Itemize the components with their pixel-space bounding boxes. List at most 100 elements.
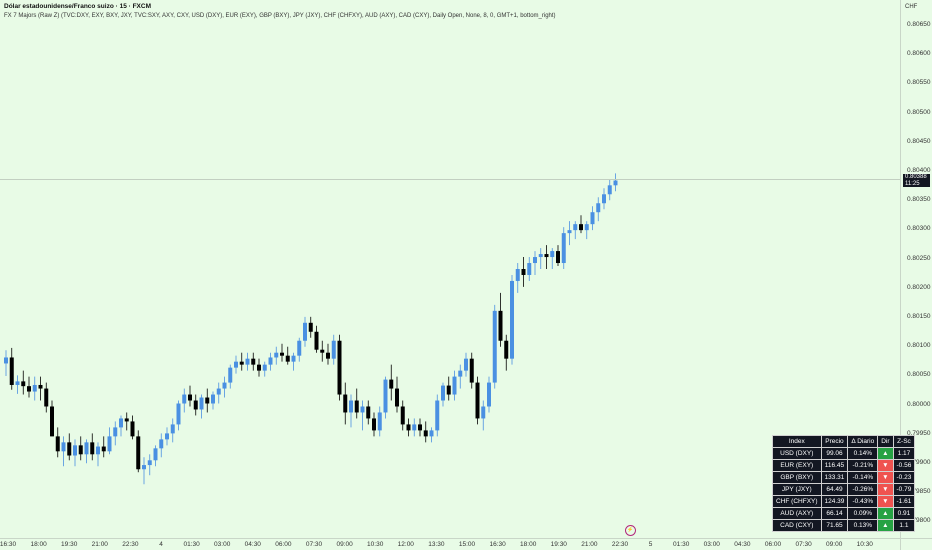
table-row: AUD (AXY) 66.14 0.09% ▲ 0.91	[772, 507, 916, 520]
candle-body	[326, 352, 330, 359]
change-cell: 0.14%	[847, 447, 879, 460]
table-row: EUR (EXY) 116.45 -0.21% ▼ -0.56	[772, 459, 916, 472]
candle-body	[573, 224, 578, 231]
time-axis-label: 19:30	[550, 541, 567, 548]
candle-body	[544, 254, 549, 258]
chart-area[interactable]	[0, 0, 900, 550]
candle-body	[107, 436, 112, 452]
time-axis-label: 07:30	[305, 541, 323, 548]
candle-body	[354, 400, 359, 413]
time-axis[interactable]	[0, 538, 932, 539]
candle-body	[199, 397, 204, 410]
candle-body	[423, 430, 428, 437]
candle-body	[234, 361, 238, 368]
header-direction: Dir	[877, 435, 894, 448]
candle-body	[561, 233, 566, 264]
candle-body	[567, 230, 572, 234]
candle-body	[67, 442, 72, 456]
z-score-cell: -0.79	[892, 483, 916, 496]
z-score-cell: -1.61	[892, 495, 916, 508]
candle-body	[159, 439, 164, 449]
candle-body	[113, 427, 118, 437]
time-axis-label: 09:00	[826, 541, 843, 548]
candle-body	[142, 465, 146, 470]
candle-body	[96, 446, 100, 455]
table-header-row: Index Precio Δ Diario Dir Z-Sc	[772, 435, 916, 448]
price-scale-label: 0.80000	[907, 400, 931, 408]
change-cell: -0.14%	[847, 471, 879, 484]
candle-body	[257, 364, 261, 371]
index-cell: JPY (JXY)	[772, 483, 822, 496]
candle-body	[124, 418, 129, 422]
candle-body	[297, 340, 302, 356]
candle-body	[331, 340, 336, 359]
candle-body	[251, 358, 256, 365]
candle-body	[165, 433, 169, 440]
change-cell: -0.43%	[847, 495, 879, 508]
time-axis-label: 04:30	[244, 541, 261, 548]
price-cell: 99.06	[820, 447, 849, 460]
candle-body	[412, 424, 417, 431]
candle-body	[521, 269, 526, 275]
candle-body	[136, 436, 141, 470]
candle-body	[584, 224, 589, 231]
z-score-cell: 1.17	[892, 447, 916, 460]
candle-body	[9, 357, 14, 385]
candle-body	[228, 367, 233, 383]
candle-body	[176, 403, 181, 425]
candle-body	[308, 322, 313, 332]
price-scale-label: 0.79950	[907, 429, 931, 437]
candle-body	[527, 263, 532, 275]
z-score-cell: -0.56	[892, 459, 916, 472]
candle-body	[446, 385, 451, 395]
table-row: CAD (CXY) 71.65 0.13% ▲ 1.1	[772, 519, 916, 532]
direction-cell: ▲	[877, 519, 894, 532]
candle-body	[193, 400, 198, 410]
time-axis-label: 19:30	[61, 541, 78, 548]
candle-body	[101, 446, 106, 452]
event-marker-icon[interactable]: ⚡	[625, 525, 636, 536]
candle-body	[262, 364, 267, 371]
candle-body	[285, 355, 290, 362]
price-scale-label: 0.80200	[907, 283, 931, 291]
candle-body	[602, 194, 606, 204]
candle-body	[504, 340, 509, 359]
time-axis-label: 5	[648, 541, 653, 548]
price-cell: 116.45	[820, 459, 849, 472]
header-price: Precio	[820, 435, 849, 448]
price-scale-label: 0.79900	[907, 459, 931, 466]
indicator-legend[interactable]: FX 7 Majors (Raw Z) (TVC:DXY, EXY, BXY, …	[4, 13, 556, 19]
candle-body	[596, 203, 601, 213]
time-axis-label: 01:30	[183, 541, 200, 548]
time-axis-label: 16:30	[0, 541, 17, 548]
candle-body	[469, 358, 474, 383]
candle-body	[464, 358, 468, 371]
table-row: CHF (CHFXY) 124.39 -0.43% ▼ -1.61	[772, 495, 916, 508]
candle-body	[579, 224, 583, 231]
candle-body	[44, 388, 49, 407]
time-axis-label: 10:30	[367, 541, 384, 548]
time-axis-label: 22:30	[611, 541, 629, 548]
candle-body	[452, 376, 457, 395]
price-scale-label: 0.80500	[907, 108, 931, 116]
price-scale-label: 0.80100	[907, 342, 931, 350]
candle-body	[607, 185, 612, 195]
direction-cell: ▲	[877, 447, 894, 460]
price-cell: 64.49	[820, 483, 849, 496]
time-axis-label: 15:00	[458, 541, 476, 548]
time-axis-label: 13:30	[428, 541, 445, 548]
time-axis-label: 21:00	[91, 541, 108, 548]
direction-cell: ▼	[877, 495, 894, 508]
time-axis-label: 01:30	[673, 541, 690, 548]
direction-cell: ▼	[877, 483, 894, 496]
price-scale[interactable]: 0.80650 0.80600 0.80550 0.80500 0.80450 0.804…	[900, 0, 932, 550]
candle-body	[73, 445, 77, 456]
candle-body	[389, 379, 394, 389]
current-price-badge: 0.80388 11:25	[903, 174, 930, 187]
candle-body	[492, 310, 497, 383]
time-axis-label: 4	[159, 541, 163, 548]
candle-body	[372, 418, 376, 431]
index-cell: CAD (CXY)	[772, 519, 822, 532]
direction-cell: ▼	[877, 459, 894, 472]
candle-body	[337, 340, 342, 395]
